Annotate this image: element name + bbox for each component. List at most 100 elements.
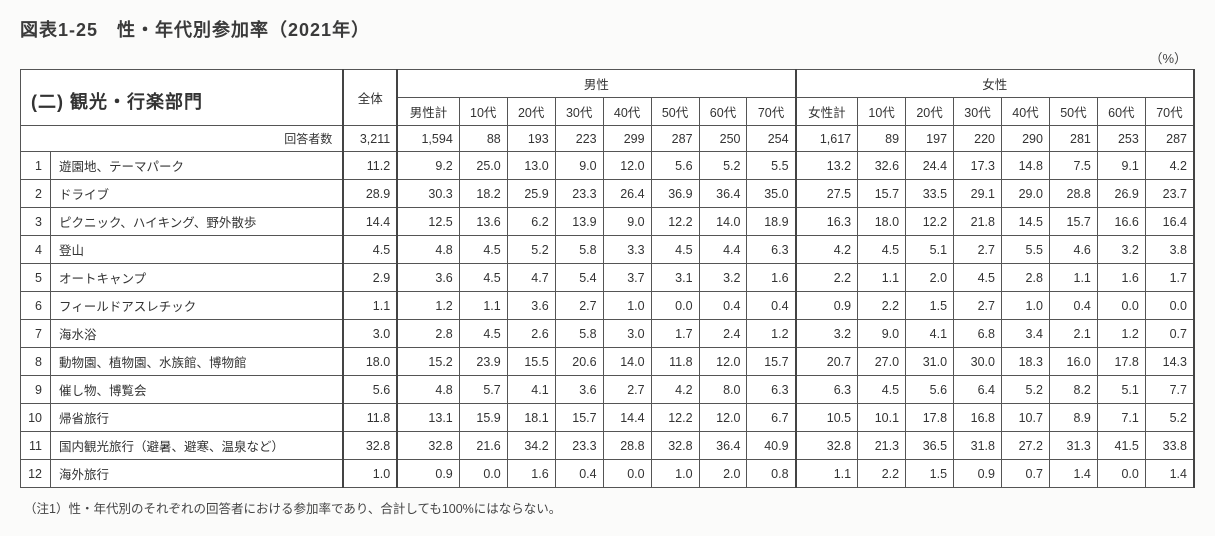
table-row: 11国内観光旅行（避暑、避寒、温泉など）32.832.821.634.223.3… (21, 432, 1195, 460)
cell-m30: 20.6 (555, 348, 603, 376)
cell-m20: 25.9 (507, 180, 555, 208)
cell-f70: 4.2 (1145, 152, 1194, 180)
table-row: 10帰省旅行11.813.115.918.115.714.412.212.06.… (21, 404, 1195, 432)
cell-f50: 1.4 (1049, 460, 1097, 488)
cell-m50: 11.8 (651, 348, 699, 376)
cell-m70: 18.9 (747, 208, 796, 236)
cell-f30: 0.9 (954, 460, 1002, 488)
cell-m10: 25.0 (459, 152, 507, 180)
row-index: 8 (21, 348, 51, 376)
cell-m70: 5.5 (747, 152, 796, 180)
cell-m40: 26.4 (603, 180, 651, 208)
cell-m50: 12.2 (651, 208, 699, 236)
col-f40: 40代 (1001, 98, 1049, 126)
table-row: 6フィールドアスレチック1.11.21.13.62.71.00.00.40.40… (21, 292, 1195, 320)
cell-f40: 5.2 (1001, 376, 1049, 404)
cell-m30: 0.4 (555, 460, 603, 488)
cell-f60: 1.2 (1097, 320, 1145, 348)
cell-f10: 4.5 (858, 236, 906, 264)
cell-female-total: 27.5 (796, 180, 858, 208)
cell-f30: 2.7 (954, 236, 1002, 264)
table-row: 9催し物、博覧会5.64.85.74.13.62.74.28.06.36.34.… (21, 376, 1195, 404)
cell-f50: 28.8 (1049, 180, 1097, 208)
table-row: 7海水浴3.02.84.52.65.83.01.72.41.23.29.04.1… (21, 320, 1195, 348)
cell-m60: 8.0 (699, 376, 747, 404)
cell-female-total: 32.8 (796, 432, 858, 460)
cell-male-total: 32.8 (397, 432, 459, 460)
row-index: 10 (21, 404, 51, 432)
unit-label: （%） (20, 48, 1195, 67)
table-row: 8動物園、植物園、水族館、博物館18.015.223.915.520.614.0… (21, 348, 1195, 376)
cell-total: 11.8 (343, 404, 397, 432)
cell-f20: 5.1 (906, 236, 954, 264)
cell-m60: 36.4 (699, 432, 747, 460)
cell-m40: 3.3 (603, 236, 651, 264)
resp-m70: 254 (747, 126, 796, 152)
cell-m10: 18.2 (459, 180, 507, 208)
cell-f10: 4.5 (858, 376, 906, 404)
cell-f50: 2.1 (1049, 320, 1097, 348)
cell-m20: 3.6 (507, 292, 555, 320)
cell-f20: 12.2 (906, 208, 954, 236)
cell-total: 18.0 (343, 348, 397, 376)
col-m60: 60代 (699, 98, 747, 126)
cell-m50: 4.5 (651, 236, 699, 264)
cell-f70: 23.7 (1145, 180, 1194, 208)
table-head: (二) 観光・行楽部門 全体 男性 女性 男性計 10代 20代 30代 40代… (21, 70, 1195, 152)
cell-m10: 21.6 (459, 432, 507, 460)
cell-f50: 7.5 (1049, 152, 1097, 180)
cell-male-total: 15.2 (397, 348, 459, 376)
cell-f40: 14.5 (1001, 208, 1049, 236)
cell-m10: 5.7 (459, 376, 507, 404)
cell-female-total: 16.3 (796, 208, 858, 236)
cell-f50: 15.7 (1049, 208, 1097, 236)
cell-m40: 3.7 (603, 264, 651, 292)
footnote: （注1）性・年代別のそれぞれの回答者における参加率であり、合計しても100%には… (20, 498, 1195, 517)
col-f60: 60代 (1097, 98, 1145, 126)
cell-f10: 21.3 (858, 432, 906, 460)
cell-m10: 0.0 (459, 460, 507, 488)
cell-m20: 4.7 (507, 264, 555, 292)
cell-m40: 3.0 (603, 320, 651, 348)
cell-f60: 17.8 (1097, 348, 1145, 376)
cell-f20: 2.0 (906, 264, 954, 292)
row-name: 海外旅行 (51, 460, 344, 488)
cell-f40: 2.8 (1001, 264, 1049, 292)
cell-total: 1.0 (343, 460, 397, 488)
cell-f60: 41.5 (1097, 432, 1145, 460)
cell-m60: 3.2 (699, 264, 747, 292)
row-index: 5 (21, 264, 51, 292)
cell-total: 11.2 (343, 152, 397, 180)
col-f30: 30代 (954, 98, 1002, 126)
cell-m40: 14.0 (603, 348, 651, 376)
col-total: 全体 (343, 70, 397, 126)
cell-m30: 9.0 (555, 152, 603, 180)
cell-f20: 17.8 (906, 404, 954, 432)
row-index: 6 (21, 292, 51, 320)
cell-total: 32.8 (343, 432, 397, 460)
row-name: 催し物、博覧会 (51, 376, 344, 404)
cell-m40: 1.0 (603, 292, 651, 320)
cell-male-total: 30.3 (397, 180, 459, 208)
cell-f10: 9.0 (858, 320, 906, 348)
cell-f70: 0.0 (1145, 292, 1194, 320)
figure-title: 図表1-25 性・年代別参加率（2021年） (20, 16, 1195, 42)
cell-f50: 1.1 (1049, 264, 1097, 292)
col-m50: 50代 (651, 98, 699, 126)
cell-m20: 6.2 (507, 208, 555, 236)
cell-f30: 2.7 (954, 292, 1002, 320)
row-name: 帰省旅行 (51, 404, 344, 432)
col-female-group: 女性 (796, 70, 1194, 98)
row-name: 海水浴 (51, 320, 344, 348)
row-name: 登山 (51, 236, 344, 264)
row-name: 動物園、植物園、水族館、博物館 (51, 348, 344, 376)
cell-female-total: 20.7 (796, 348, 858, 376)
cell-male-total: 9.2 (397, 152, 459, 180)
cell-m70: 6.7 (747, 404, 796, 432)
cell-male-total: 0.9 (397, 460, 459, 488)
cell-m60: 14.0 (699, 208, 747, 236)
cell-female-total: 2.2 (796, 264, 858, 292)
cell-m40: 28.8 (603, 432, 651, 460)
cell-f50: 4.6 (1049, 236, 1097, 264)
respondent-label: 回答者数 (21, 126, 344, 152)
